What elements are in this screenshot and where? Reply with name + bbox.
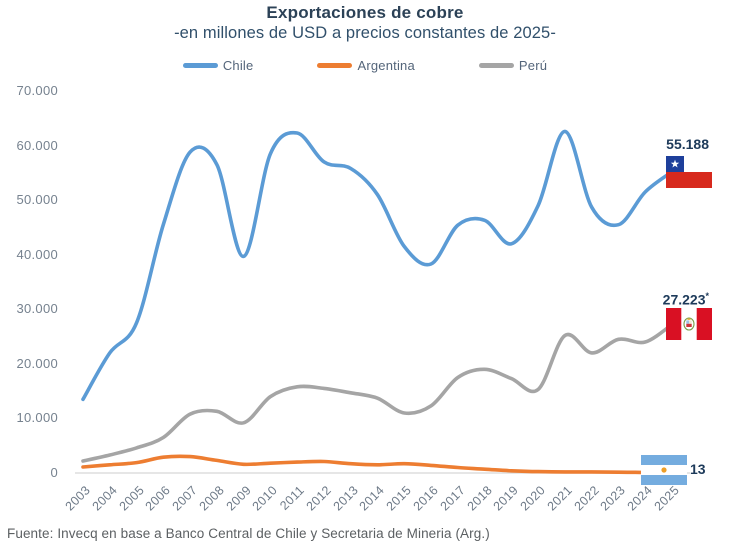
source-note: Fuente: Invecq en base a Banco Central d… [7,526,490,541]
y-axis-tick-70.000: 70.000 [16,83,58,98]
legend-label-chile: Chile [222,57,254,73]
legend-label-peru: Perú [518,57,548,73]
peru-end-label: 27.223* [662,291,709,309]
peru-line [81,322,674,463]
y-axis-tick-10.000: 10.000 [16,410,58,426]
legend-item-peru: Perú [478,57,548,73]
y-axis-tick-60.000: 60.000 [16,137,58,153]
legend-item-argentina: Argentina [317,57,415,73]
y-axis-tick-0: 0 [50,465,58,480]
y-axis-tick-30.000: 30.000 [16,301,58,317]
argentina-line [81,454,674,475]
y-axis-tick-50.000: 50.000 [16,192,58,208]
peru-flag-icon [666,308,712,341]
legend: Chile Argentina Perú [0,57,730,73]
chile-end-label: 55.188 [666,135,709,152]
chile-line-swatch [182,62,218,68]
argentina-flag-icon [641,454,687,485]
argentina-end-label: 13 [690,460,706,477]
y-axis-tick-20.000: 20.000 [16,355,58,371]
peru-line-swatch [478,62,514,68]
chart-subtitle: -en millones de USD a precios constantes… [174,24,556,42]
chile-flag-icon [666,155,712,188]
y-axis-tick-40.000: 40.000 [16,246,58,262]
legend-item-chile: Chile [182,57,254,73]
argentina-line-swatch [317,62,353,68]
chile-line [81,129,674,402]
legend-label-argentina: Argentina [357,57,415,73]
chart-title: Exportaciones de cobre [266,3,464,22]
